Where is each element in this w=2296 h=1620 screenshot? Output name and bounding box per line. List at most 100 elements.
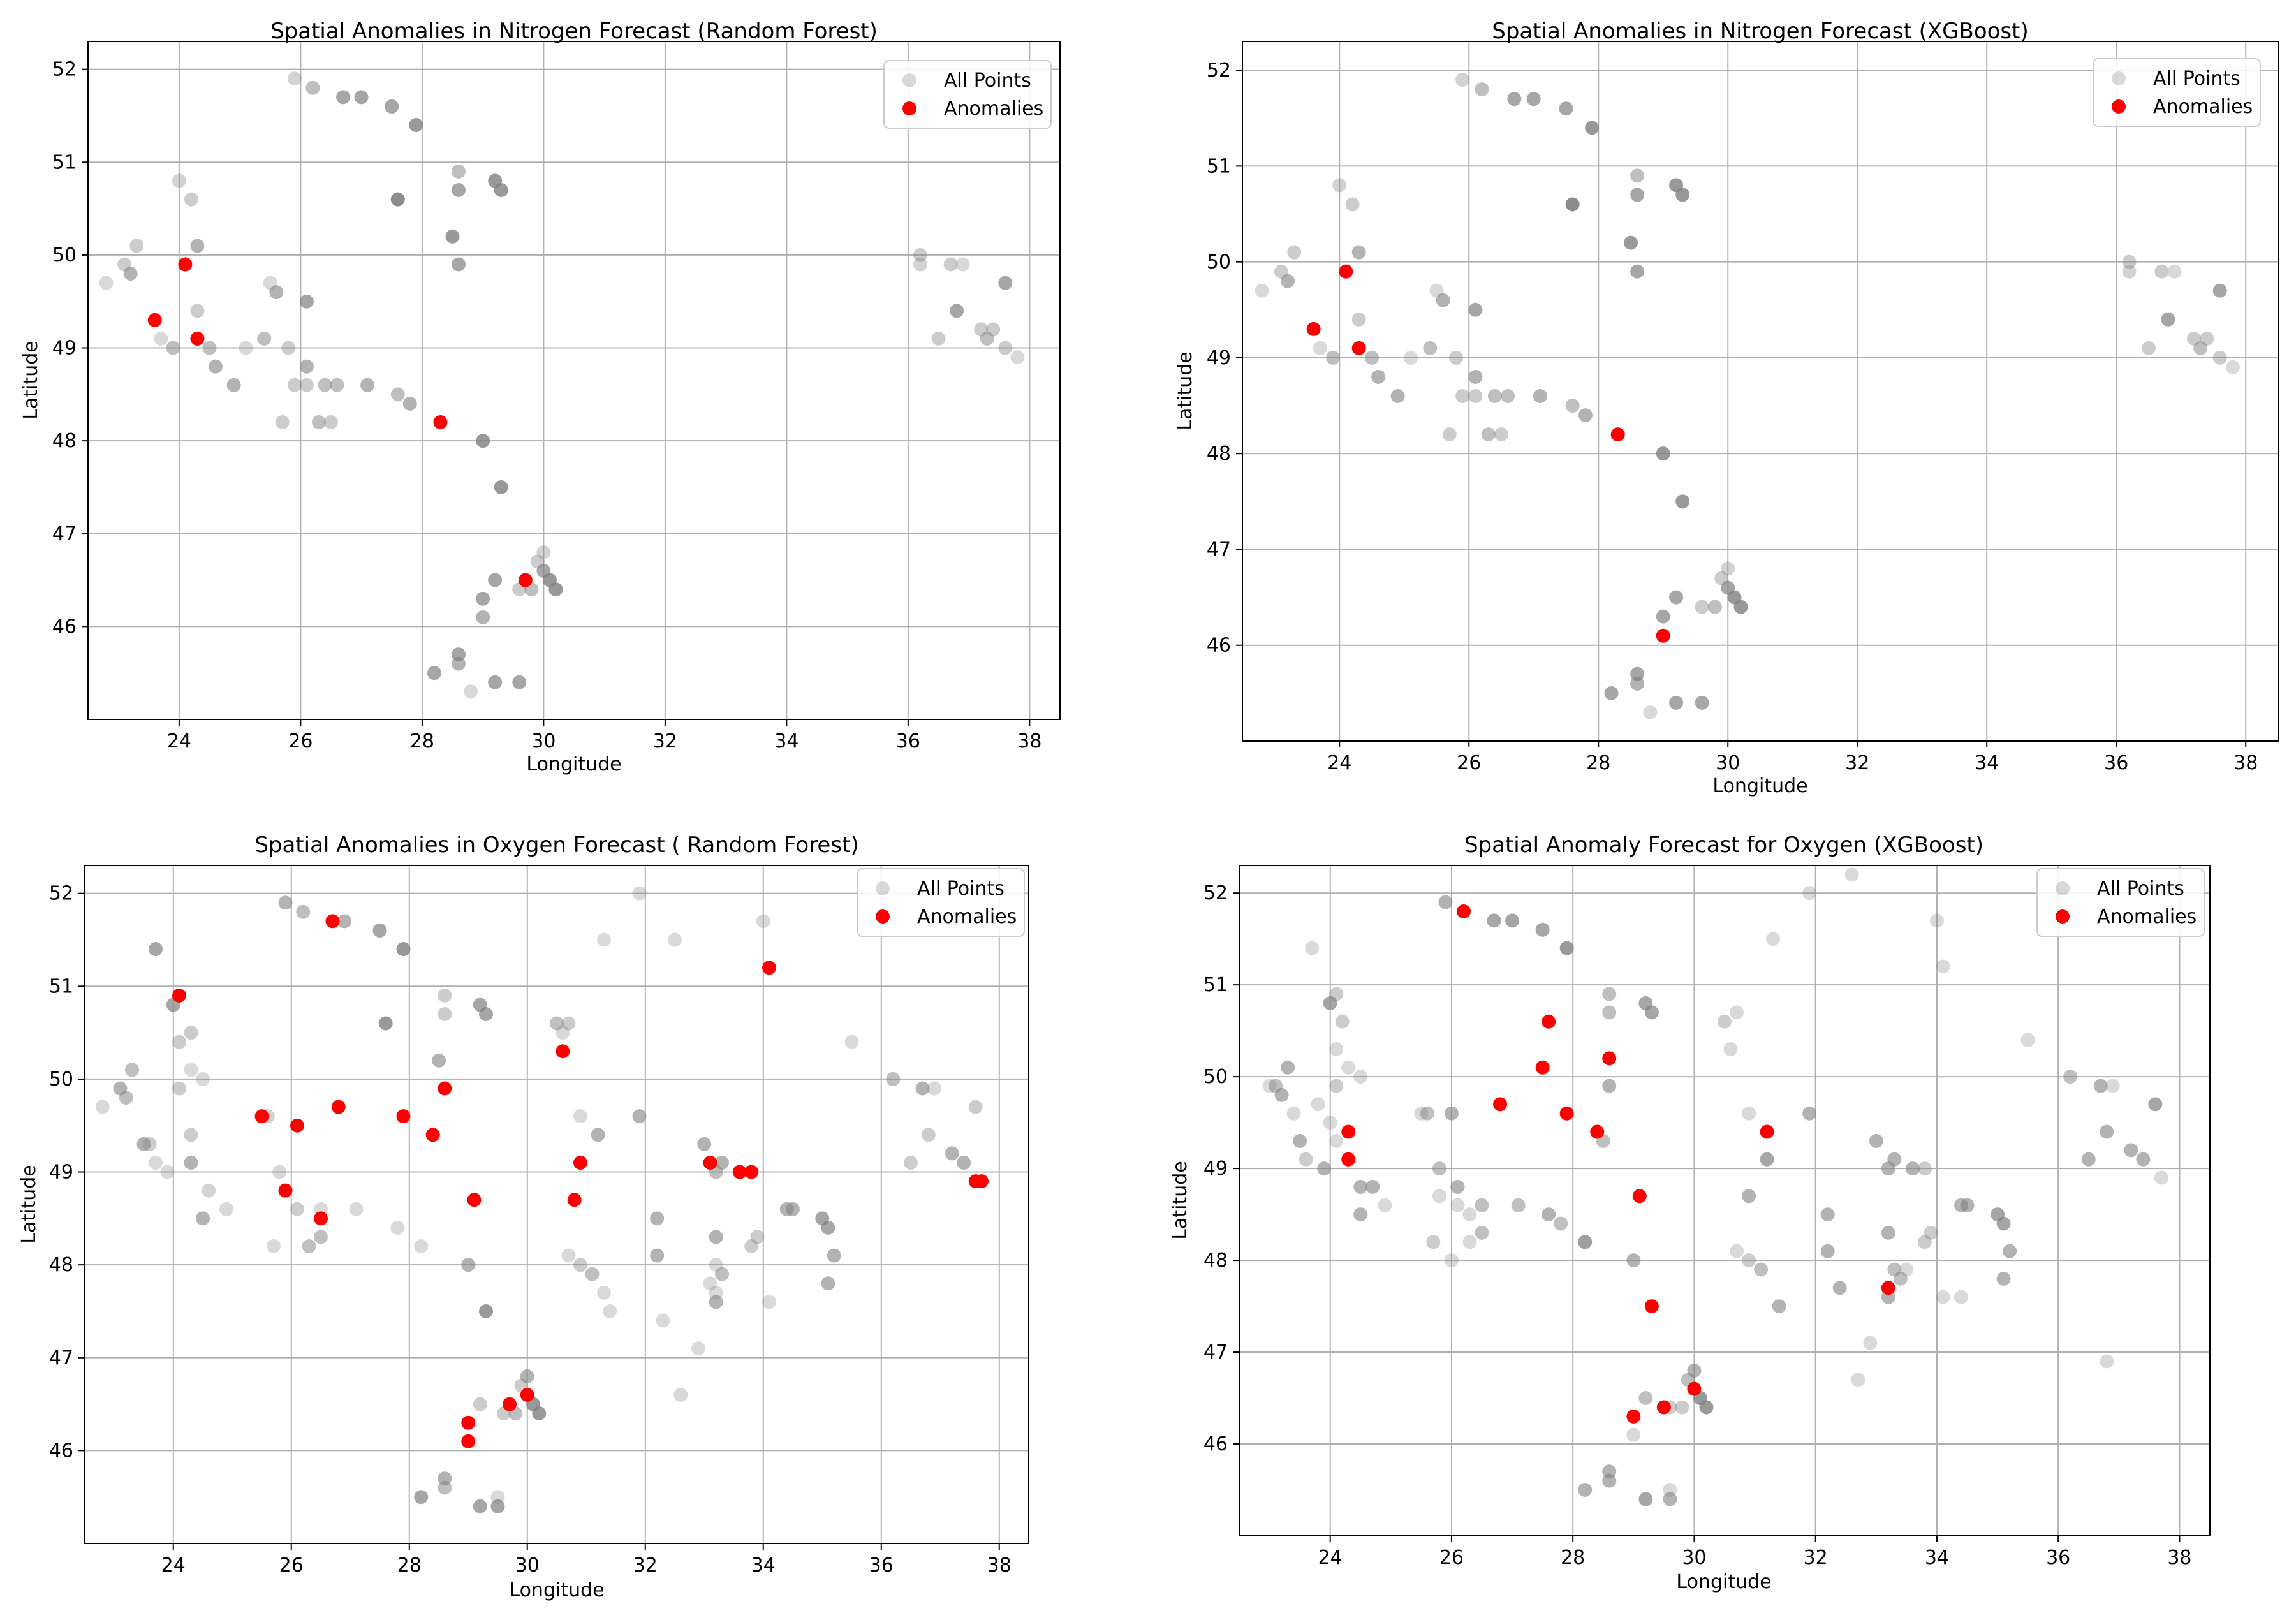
data-point — [402, 396, 417, 411]
data-point — [476, 610, 490, 624]
anomaly-point — [1881, 1281, 1895, 1295]
data-point — [2154, 1170, 2168, 1185]
plot-area: 24 26 28 30 32 34 36 38 46 47 48 49 50 51 52 — [1203, 865, 2211, 1569]
anomaly-point — [331, 1100, 346, 1114]
data-point — [299, 294, 314, 309]
anomaly-point — [1306, 321, 1321, 336]
data-point — [479, 1304, 493, 1318]
data-point — [1329, 987, 1344, 1001]
data-point — [2122, 254, 2137, 269]
data-point — [691, 1341, 705, 1356]
data-point — [1669, 695, 1684, 710]
data-point — [396, 942, 411, 957]
data-point — [1535, 922, 1550, 937]
data-point — [1766, 932, 1781, 946]
data-point — [1329, 1079, 1344, 1093]
y-tick-label: 48 — [1203, 1249, 1228, 1272]
x-axis-label: Longitude — [1712, 775, 1807, 797]
x-tick-label: 26 — [1457, 752, 1481, 774]
data-point — [2161, 312, 2175, 327]
data-point — [1881, 1161, 1895, 1176]
y-axis-label: Latitude — [1169, 1161, 1191, 1239]
data-point — [1742, 1253, 1756, 1268]
data-point — [1345, 197, 1360, 212]
anomaly-point — [278, 1183, 293, 1198]
data-point — [786, 1202, 800, 1216]
x-tick-label: 36 — [2046, 1547, 2070, 1569]
data-point — [1450, 1179, 1465, 1194]
data-point — [1323, 996, 1337, 1010]
data-point — [1436, 293, 1450, 307]
legend-marker-all-points — [2056, 881, 2070, 895]
data-point — [239, 341, 253, 355]
data-point — [709, 1230, 723, 1244]
data-point — [744, 1239, 759, 1254]
data-point — [1578, 408, 1593, 423]
data-point — [1742, 1189, 1756, 1204]
data-point — [886, 1071, 901, 1086]
y-tick-label: 51 — [49, 975, 73, 998]
anomaly-point — [1559, 1106, 1574, 1121]
data-point — [1954, 1290, 1968, 1304]
data-point — [1455, 73, 1470, 87]
anomaly-point — [254, 1109, 269, 1124]
x-tick-label: 32 — [653, 730, 677, 753]
data-point — [750, 1230, 765, 1244]
data-point — [390, 1220, 405, 1235]
x-tick-label: 24 — [1318, 1547, 1343, 1569]
data-point — [1996, 1271, 2011, 1286]
data-point — [1869, 1133, 1883, 1148]
data-point — [943, 257, 958, 272]
x-tick-label: 28 — [397, 1554, 422, 1577]
data-point — [573, 1258, 587, 1272]
data-point — [330, 378, 344, 392]
data-point — [354, 90, 369, 105]
x-tick-label: 28 — [1561, 1547, 1585, 1569]
data-point — [287, 378, 302, 392]
data-point — [1323, 1116, 1337, 1130]
data-point — [269, 285, 284, 300]
data-point — [561, 1248, 576, 1263]
data-point — [1772, 1299, 1786, 1314]
data-point — [119, 1091, 133, 1105]
data-point — [931, 331, 946, 346]
data-point — [2081, 1152, 2096, 1167]
data-point — [1644, 1005, 1659, 1020]
data-point — [927, 1081, 941, 1096]
data-point — [275, 415, 290, 430]
data-point — [1820, 1207, 1835, 1222]
data-point — [1274, 1087, 1289, 1102]
data-point — [1624, 235, 1638, 250]
anomaly-point — [461, 1434, 476, 1448]
data-point — [190, 239, 205, 253]
y-tick-label: 46 — [1203, 1433, 1228, 1455]
data-point — [99, 276, 114, 290]
anomaly-point — [1632, 1189, 1647, 1204]
data-point — [1917, 1235, 1932, 1249]
data-point — [1311, 1097, 1325, 1112]
data-point — [1423, 341, 1438, 355]
data-point — [1305, 941, 1320, 955]
data-point — [1707, 600, 1722, 614]
data-point — [296, 904, 311, 919]
anomaly-point — [425, 1128, 440, 1142]
data-point — [1565, 197, 1580, 212]
data-point — [302, 1239, 316, 1254]
data-point — [125, 1063, 139, 1077]
data-point — [668, 932, 682, 947]
data-point — [172, 173, 186, 188]
data-point — [2212, 283, 2227, 298]
anomaly-point — [1590, 1124, 1605, 1139]
chart-panel-oxygen-random-forest: Spatial Anomalies in Oxygen Forecast ( R… — [18, 832, 1029, 1602]
y-tick-label: 49 — [52, 337, 77, 360]
data-point — [1832, 1281, 1847, 1295]
x-tick-label: 34 — [1975, 752, 1999, 774]
data-point — [2063, 1070, 2078, 1084]
data-point — [1455, 389, 1470, 404]
data-point — [827, 1248, 841, 1263]
y-axis-label: Latitude — [20, 341, 42, 419]
data-point — [921, 1128, 936, 1142]
data-point — [1286, 1106, 1301, 1121]
data-point — [1643, 705, 1658, 719]
data-point — [452, 182, 466, 197]
